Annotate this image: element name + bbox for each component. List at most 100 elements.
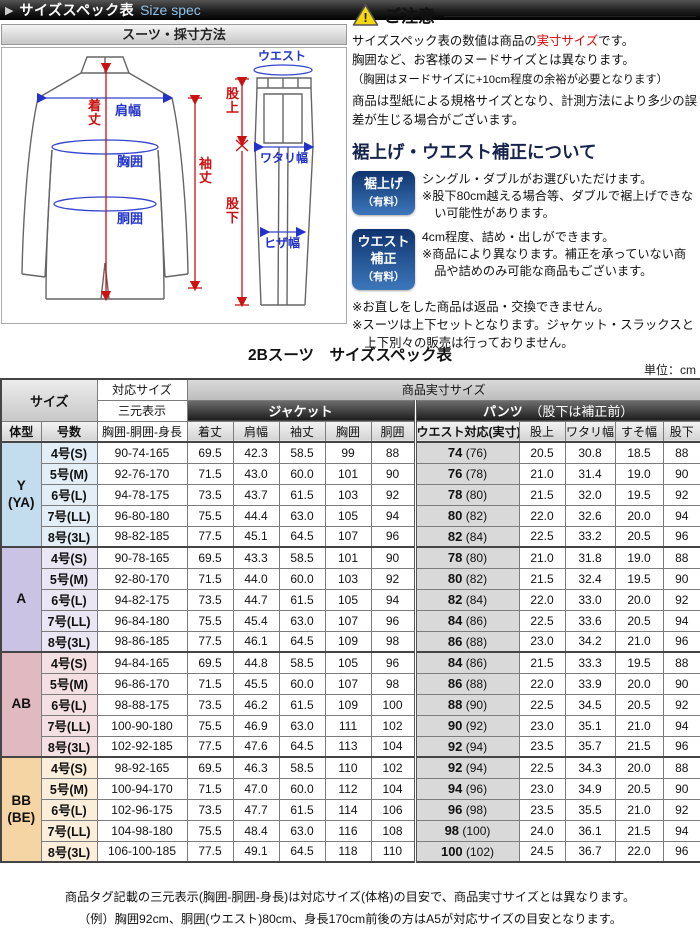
- pants-measure-cell: 33.6: [564, 609, 616, 632]
- pants-measure-cell: 19.5: [614, 483, 664, 506]
- jacket-measure-cell: 73.5: [186, 798, 234, 821]
- pants-measure-cell: 90: [662, 462, 700, 485]
- pants-measure-cell: 33.9: [564, 672, 616, 695]
- size-number-cell: 4号(S): [40, 546, 98, 569]
- notice-line-3: （胸囲はヌードサイズに+10cm程度の余裕が必要となります）: [352, 74, 668, 87]
- jacket-measure-cell: 75.5: [186, 504, 234, 527]
- measuring-panel-title: スーツ・採寸方法: [1, 24, 347, 45]
- jacket-header: ジャケット: [186, 399, 416, 422]
- waist-size-cell: 86 (88): [413, 672, 520, 695]
- jacket-measure-cell: 101: [324, 462, 372, 485]
- hem-alteration-text: シングル・ダブルがお選びいただけます。 ※股下80cm越える場合等、ダブルで裾上…: [422, 172, 694, 221]
- measuring-panel: スーツ・採寸方法: [1, 24, 347, 324]
- jacket-measure-cell: 100: [370, 693, 416, 716]
- jacket-measure-cell: 58.5: [278, 546, 326, 569]
- triangle-bullet-icon: ▶: [5, 4, 14, 17]
- jacket-length-lines: [100, 62, 202, 302]
- jacket-measure-cell: 98: [370, 630, 416, 653]
- pants-measure-cell: 23.0: [518, 714, 566, 737]
- table-title: 2Bスーツ サイズスペック表: [248, 347, 452, 364]
- pants-measure-cell: 19.5: [614, 651, 664, 674]
- measuring-diagram: 肩幅 胸囲 胴囲 着丈 袖丈: [1, 47, 347, 324]
- pants-measure-cell: 94: [662, 609, 700, 632]
- jacket-measure-cell: 112: [324, 777, 372, 800]
- pants-measure-cell: 22.0: [614, 840, 664, 863]
- warning-triangle-icon: !: [352, 3, 379, 26]
- jacket-measure-cell: 44.4: [232, 504, 280, 527]
- jacket-measure-cell: 58.5: [278, 441, 326, 464]
- triple-size-cell: 98-88-175: [96, 693, 188, 716]
- hem-fee-badge: 裾上げ （有料）: [352, 171, 415, 216]
- pants-measure-cell: 88: [662, 546, 700, 569]
- pants-measure-cell: 92: [662, 483, 700, 506]
- pants-measure-cell: 92: [662, 588, 700, 611]
- jacket-measure-cell: 99: [324, 441, 372, 464]
- jacket-measure-cell: 45.4: [232, 609, 280, 632]
- jacket-measure-cell: 101: [324, 546, 372, 569]
- suit-measure-illustration: 肩幅 胸囲 胴囲 着丈 袖丈: [21, 49, 315, 308]
- jacket-measure-cell: 103: [324, 483, 372, 506]
- jacket-measure-cell: 90: [370, 462, 416, 485]
- page-header-bar: ▶ サイズスペック表 Size spec: [0, 0, 700, 20]
- size-header: サイズ: [0, 378, 98, 422]
- pants-measure-cell: 94: [662, 819, 700, 842]
- inseam-label: 股下: [226, 196, 239, 225]
- pants-measure-cell: 21.5: [614, 819, 664, 842]
- column-header: 体型: [0, 420, 42, 443]
- shoulder-width-label: 肩幅: [115, 103, 141, 118]
- pants-outline: [254, 77, 314, 306]
- size-number-cell: 4号(S): [40, 756, 98, 779]
- table-footnotes: 商品タグ記載の三元表示(胸囲-胴囲-身長)は対応サイズ(体格)の目安で、商品実寸…: [0, 887, 700, 930]
- jacket-measure-cell: 44.0: [232, 567, 280, 590]
- jacket-measure-cell: 98: [370, 672, 416, 695]
- jacket-measure-cell: 77.5: [186, 735, 234, 758]
- jacket-measure-cell: 63.0: [278, 504, 326, 527]
- size-number-cell: 6号(L): [40, 588, 98, 611]
- jacket-measure-cell: 46.1: [232, 630, 280, 653]
- jacket-measure-cell: 60.0: [278, 567, 326, 590]
- alteration-notes: ※お直しをした商品は返品・交換できません。 ※スーツは上下セットとなります。ジャ…: [352, 299, 698, 353]
- size-spec-table: サイズ 対応サイズ 商品実寸サイズ 三元表示 ジャケット パンツ （股下は補正前…: [0, 378, 700, 863]
- pants-measure-cell: 20.5: [518, 441, 566, 464]
- waist-size-cell: 76 (78): [413, 462, 520, 485]
- pants-measure-cell: 24.0: [518, 819, 566, 842]
- body-type-cell: BB (BE): [0, 756, 42, 863]
- triple-size-cell: 92-80-170: [96, 567, 188, 590]
- jacket-measure-cell: 42.3: [232, 441, 280, 464]
- actual-size-emphasis: 実寸サイズ: [536, 34, 599, 48]
- jacket-measure-cell: 105: [324, 504, 372, 527]
- jacket-measure-cell: 104: [370, 777, 416, 800]
- pants-measure-cell: 18.5: [614, 441, 664, 464]
- jacket-measure-cell: 69.5: [186, 756, 234, 779]
- jacket-measure-cell: 88: [370, 441, 416, 464]
- corresponding-size-header: 対応サイズ: [96, 378, 188, 401]
- pants-measure-cell: 36.7: [564, 840, 616, 863]
- jacket-measure-cell: 73.5: [186, 693, 234, 716]
- notice-title: ご注意: [384, 7, 435, 26]
- footnote-line: （例）胸囲92cm、胴囲(ウエスト)80cm、身長170cm前後の方はA5が対応…: [78, 911, 622, 926]
- size-number-cell: 7号(LL): [40, 609, 98, 632]
- jacket-measure-cell: 63.0: [278, 609, 326, 632]
- jacket-measure-cell: 77.5: [186, 630, 234, 653]
- size-number-cell: 8号(3L): [40, 525, 98, 548]
- pants-measure-cell: 20.5: [614, 609, 664, 632]
- column-header: ウエスト対応(実寸): [413, 420, 520, 443]
- pants-measure-cell: 34.3: [564, 756, 616, 779]
- triple-size-cell: 96-84-180: [96, 609, 188, 632]
- jacket-measure-cell: 71.5: [186, 777, 234, 800]
- pants-measure-cell: 20.0: [614, 588, 664, 611]
- jacket-measure-cell: 94: [370, 588, 416, 611]
- waist-size-cell: 92 (94): [413, 735, 520, 758]
- jacket-measure-cell: 44.8: [232, 651, 280, 674]
- jacket-measure-cell: 90: [370, 546, 416, 569]
- jacket-measure-cell: 75.5: [186, 714, 234, 737]
- jacket-waist-label: 胴囲: [117, 211, 143, 226]
- column-header: 胸囲: [324, 420, 372, 443]
- pants-measure-cell: 94: [662, 504, 700, 527]
- jacket-measure-cell: 104: [370, 735, 416, 758]
- jacket-measure-cell: 61.5: [278, 483, 326, 506]
- waist-alteration-text: 4cm程度、詰め・出しができます。 ※商品により異なります。補正を承っていない商…: [422, 229, 687, 278]
- pants-measure-cell: 96: [662, 630, 700, 653]
- jacket-measure-cell: 64.5: [278, 735, 326, 758]
